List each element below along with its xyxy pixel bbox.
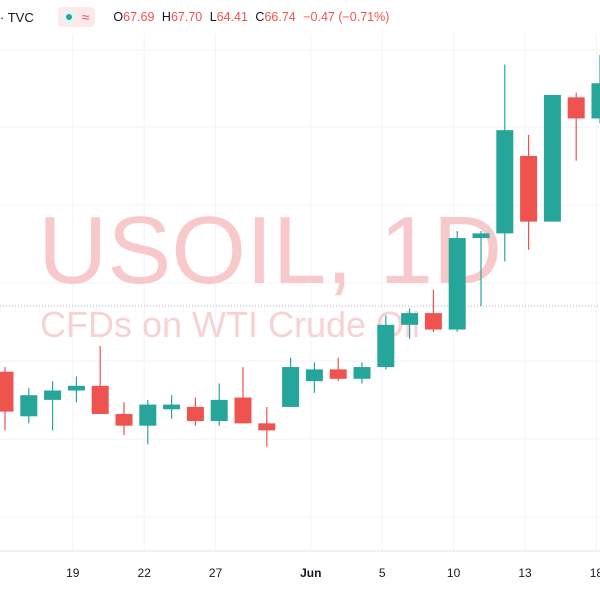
live-dot-icon — [61, 10, 76, 24]
candle-body — [115, 413, 133, 426]
candle-down — [258, 406, 276, 447]
x-tick-label: 13 — [518, 566, 532, 580]
candle-up — [20, 388, 38, 424]
candle-body — [210, 399, 228, 421]
candle-down — [91, 345, 109, 414]
candle-down — [0, 367, 14, 431]
candle-up — [282, 357, 300, 407]
candle-down — [186, 397, 204, 426]
open-label: O — [113, 10, 124, 24]
candle-body — [91, 385, 109, 414]
candle-body — [591, 83, 600, 119]
watermark-title: USOIL, 1D — [38, 197, 502, 304]
candle-down — [329, 357, 347, 382]
candle-up — [377, 315, 395, 370]
candle-body — [496, 130, 514, 234]
x-tick-label: 18 — [590, 566, 600, 580]
candle-body — [305, 369, 323, 382]
candle-up — [305, 362, 323, 393]
candle-up — [353, 362, 371, 384]
candle-body — [567, 97, 585, 119]
candle-down — [115, 402, 133, 436]
candle-body — [258, 423, 276, 431]
x-tick-label: Jun — [300, 566, 321, 580]
wave-icon: ≈ — [81, 9, 90, 25]
watermark-subtitle: CFDs on WTI Crude Oil — [40, 304, 420, 345]
candle-body — [139, 404, 157, 426]
close-label: C — [255, 10, 265, 24]
candle-body — [424, 313, 442, 330]
chart-grid — [0, 34, 600, 550]
candle-down — [424, 289, 442, 332]
candle-body — [401, 313, 419, 325]
low-label: L — [209, 10, 217, 24]
candle-body — [186, 406, 204, 421]
candle-up — [210, 383, 228, 426]
candle-body — [543, 94, 561, 222]
high-label: H — [161, 10, 171, 24]
candle-body — [163, 404, 181, 410]
time-axis: 19 22 27 Jun 5 10 13 18 — [66, 566, 600, 580]
candle-body — [377, 324, 395, 368]
candle-up — [163, 395, 181, 419]
candle-body — [20, 395, 38, 417]
candle-body — [520, 155, 538, 222]
candle-body — [67, 385, 85, 391]
x-tick-label: 5 — [379, 566, 386, 580]
candles — [0, 55, 600, 447]
candle-up — [139, 399, 157, 445]
candle-up — [543, 94, 561, 222]
candle-up — [67, 376, 85, 403]
candle-body — [472, 233, 490, 239]
x-tick-label: 27 — [209, 566, 223, 580]
x-tick-label: 10 — [447, 566, 461, 580]
change-value: −0.47 (−0.71%) — [303, 10, 390, 24]
candle-body — [353, 367, 371, 379]
candle-up — [591, 55, 600, 124]
candle-body — [44, 390, 62, 400]
ohlc-readout: O67.69 H67.70 L64.41 C66.74 −0.47 (−0.71… — [113, 10, 389, 24]
x-tick-label: 19 — [66, 566, 80, 580]
candle-up — [472, 231, 490, 307]
candle-up — [496, 64, 514, 262]
low-value: 64.41 — [216, 10, 248, 24]
candle-body — [448, 238, 466, 330]
high-value: 67.70 — [170, 10, 203, 24]
candle-body — [234, 397, 252, 424]
status-badge[interactable]: ≈ — [57, 7, 96, 27]
symbol-source: · TVC — [0, 9, 34, 25]
candle-up — [448, 231, 466, 332]
candle-down — [520, 134, 538, 250]
candle-body — [282, 367, 300, 407]
close-value: 66.74 — [264, 10, 296, 24]
chart-header: · TVC ≈ O67.69 H67.70 L64.41 C66.74 −0.4… — [0, 0, 600, 34]
candle-up — [401, 308, 419, 339]
candle-down — [567, 92, 585, 161]
open-value: 67.69 — [123, 10, 155, 24]
candle-body — [0, 371, 14, 412]
candle-body — [329, 369, 347, 379]
x-tick-label: 22 — [138, 566, 152, 580]
candle-up — [44, 381, 62, 431]
candle-down — [234, 367, 252, 424]
